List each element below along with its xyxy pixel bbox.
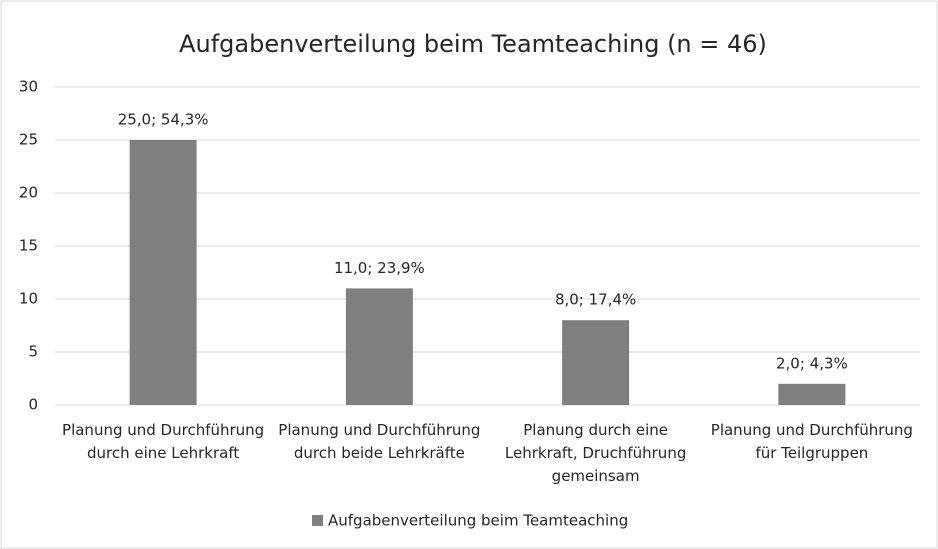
data-label: 11,0; 23,9% [334,259,425,277]
y-tick-label: 10 [19,290,38,308]
x-tick-label: Planung und Durchführung für Teilgruppen [710,421,913,462]
chart-title: Aufgabenverteilung beim Teamteaching (n … [179,30,767,58]
legend-label: Aufgabenverteilung beim Teamteaching [328,512,628,530]
data-label: 8,0; 17,4% [555,291,636,309]
bar [778,383,846,405]
data-label: 25,0; 54,3% [118,111,209,129]
y-tick-label: 15 [19,237,38,255]
bar [562,320,630,405]
y-tick-label: 0 [28,396,38,414]
x-tick-label: Planung durch eine Lehrkraft, Druchführu… [504,421,687,485]
data-label: 2,0; 4,3% [776,354,848,372]
x-tick-label: Planung und Durchführung durch eine Lehr… [62,421,265,462]
y-tick-label: 5 [28,343,38,361]
legend-swatch [312,515,323,526]
y-tick-label: 25 [19,131,38,149]
bar [345,288,413,405]
y-tick-label: 30 [19,78,38,96]
bar [129,140,197,405]
x-tick-label: Planung und Durchführung durch beide Leh… [278,421,481,462]
y-tick-label: 20 [19,184,38,202]
